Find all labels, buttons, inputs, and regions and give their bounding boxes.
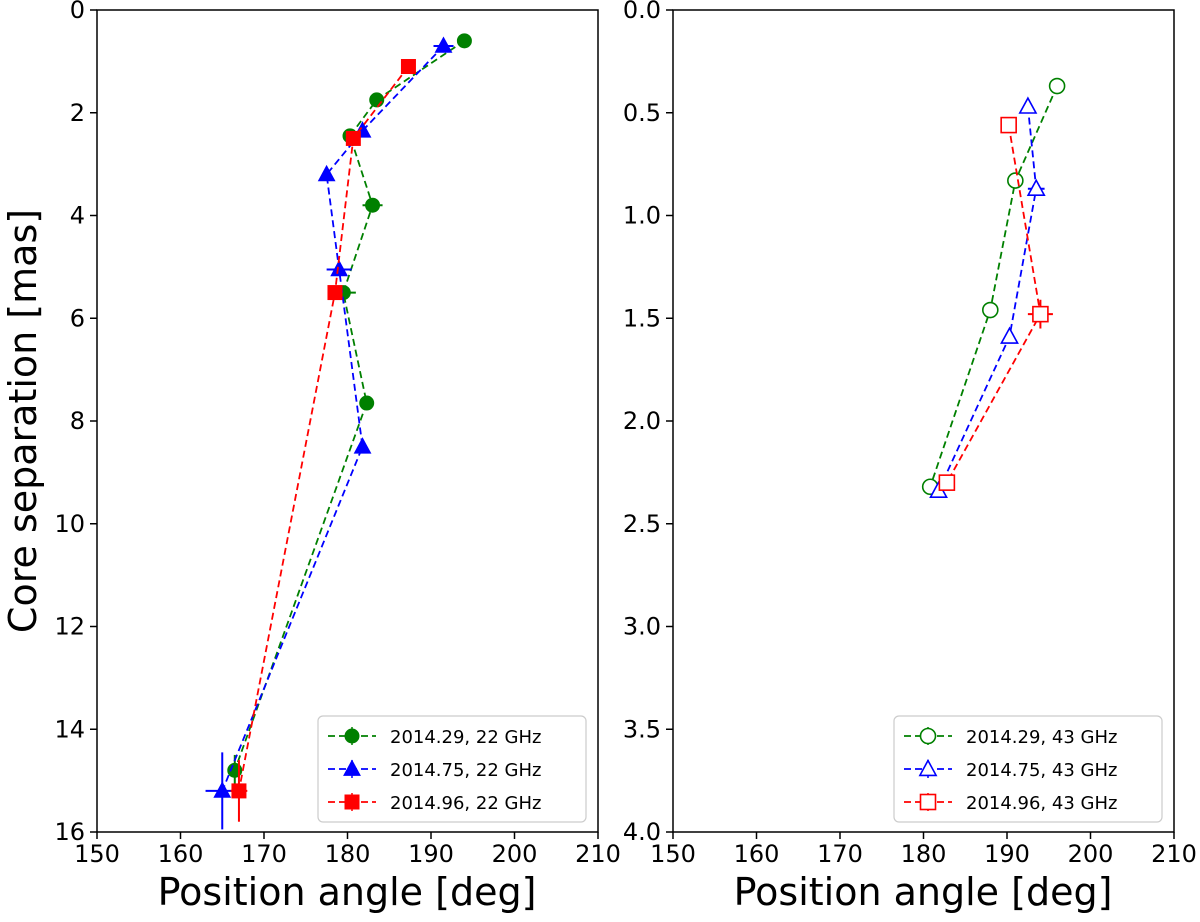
x-tick-label: 160 xyxy=(158,840,204,868)
y-tick-label: 1.0 xyxy=(623,202,661,230)
data-point xyxy=(345,130,361,146)
right-plot-area xyxy=(673,10,1174,832)
series-line xyxy=(221,45,445,792)
data-point xyxy=(369,92,385,108)
x-tick-label: 170 xyxy=(241,840,287,868)
data-point xyxy=(400,59,416,75)
left-plot-area xyxy=(97,10,598,832)
y-tick-label: 8 xyxy=(70,407,85,435)
data-point xyxy=(1018,96,1038,114)
left-panel: 150 160 170 180 190 200 210 0 2 4 6 8 10 12 14 16 2014.2… xyxy=(1,0,621,914)
data-point xyxy=(1048,77,1066,95)
y-tick-label: 2.5 xyxy=(623,510,661,538)
legend-marker xyxy=(343,759,361,776)
data-point xyxy=(213,781,232,798)
x-tick-label: 190 xyxy=(984,840,1030,868)
data-point xyxy=(938,474,956,491)
legend-marker xyxy=(919,793,937,811)
data-point xyxy=(1032,305,1049,323)
x-tick-label: 170 xyxy=(817,840,863,868)
y-tick-label: 2 xyxy=(70,99,85,127)
y-tick-label: 1.5 xyxy=(623,304,661,332)
y-tick-label: 2.0 xyxy=(623,407,661,435)
series-circle xyxy=(921,77,1066,496)
y-tick-label: 4.0 xyxy=(623,818,661,846)
legend-label: 2014.29, 22 GHz xyxy=(390,727,541,748)
left-plot-frame xyxy=(96,9,599,833)
x-tick-label: 200 xyxy=(492,840,538,868)
y-tick-label: 0.5 xyxy=(623,99,661,127)
x-tick-label: 150 xyxy=(650,840,696,868)
data-point xyxy=(1007,172,1024,189)
x-tick-label: 210 xyxy=(575,840,621,868)
right-plot-frame xyxy=(672,9,1175,833)
legend-box xyxy=(317,715,587,823)
data-point xyxy=(1000,116,1017,134)
legend-label: 2014.75, 43 GHz xyxy=(966,760,1117,781)
series-line xyxy=(238,65,410,792)
y-tick-label: 6 xyxy=(70,304,85,332)
y-tick-label: 3.5 xyxy=(623,715,661,743)
right-panel: 150 160 170 180 190 200 210 0.0 0.5 1.0 1.5 2.0 2.5 3… xyxy=(623,0,1197,914)
legend-marker xyxy=(919,727,937,745)
legend-label: 2014.96, 43 GHz xyxy=(966,793,1117,814)
y-tick-label: 16 xyxy=(54,818,85,846)
x-tick-label: 180 xyxy=(901,840,947,868)
legend-marker xyxy=(918,758,938,777)
series-line xyxy=(929,85,1058,488)
data-point xyxy=(456,33,472,49)
y-tick-label: 14 xyxy=(54,715,85,743)
y-tick-label: 0 xyxy=(70,0,85,24)
legend-label: 2014.75, 22 GHz xyxy=(390,760,541,781)
x-tick-label: 200 xyxy=(1068,840,1114,868)
legend: 2014.29, 22 GHz 2014.75, 22 GHz 2014.96, 2… xyxy=(317,715,587,823)
legend-box xyxy=(893,715,1163,823)
y-tick-label: 12 xyxy=(54,613,85,641)
data-point xyxy=(327,285,343,301)
x-tick-label: 150 xyxy=(74,840,120,868)
legend-item: 2014.75, 43 GHz xyxy=(904,758,1117,781)
legend-item: 2014.29, 43 GHz xyxy=(904,727,1117,748)
data-point xyxy=(1000,326,1019,344)
legend-item: 2014.75, 22 GHz xyxy=(328,759,541,781)
legend-item: 2014.96, 43 GHz xyxy=(904,793,1117,814)
y-tick-label: 10 xyxy=(54,510,85,538)
data-point xyxy=(330,259,349,277)
series-line xyxy=(937,106,1038,492)
data-point xyxy=(359,395,375,411)
data-point xyxy=(353,437,372,454)
series-triangle xyxy=(205,36,454,830)
data-point xyxy=(231,783,247,799)
legend-label: 2014.29, 43 GHz xyxy=(966,727,1117,748)
x-tick-label: 210 xyxy=(1151,840,1197,868)
data-point xyxy=(434,36,453,53)
data-point xyxy=(317,164,336,182)
legend-label: 2014.96, 22 GHz xyxy=(390,793,541,814)
right-plot-content: 150 160 170 180 190 200 210 0.0 0.5 1.0 1.5 2.0 2.5 3… xyxy=(623,0,1197,868)
legend: 2014.29, 43 GHz 2014.75, 43 GHz 2014.96, 4… xyxy=(893,715,1163,823)
legend-item: 2014.29, 22 GHz xyxy=(328,727,541,748)
left-y-axis-label: Core separation [mas] xyxy=(1,209,45,633)
data-point xyxy=(1026,178,1046,196)
legend-item: 2014.96, 22 GHz xyxy=(328,793,541,814)
data-point xyxy=(365,197,381,213)
right-x-axis-label: Position angle [deg] xyxy=(734,870,1113,914)
left-x-axis-label: Position angle [deg] xyxy=(158,870,537,914)
legend-marker xyxy=(344,794,360,810)
y-tick-label: 3.0 xyxy=(623,613,661,641)
legend-marker xyxy=(344,728,360,744)
series-square xyxy=(938,116,1053,491)
series-square xyxy=(230,59,416,822)
data-point xyxy=(981,301,999,319)
x-tick-label: 190 xyxy=(408,840,454,868)
x-tick-label: 180 xyxy=(325,840,371,868)
y-tick-label: 4 xyxy=(70,202,85,230)
y-tick-label: 0.0 xyxy=(623,0,661,24)
left-plot-content: 150 160 170 180 190 200 210 0 2 4 6 8 10 12 14 16 2014.2… xyxy=(54,0,620,868)
x-tick-label: 160 xyxy=(734,840,780,868)
